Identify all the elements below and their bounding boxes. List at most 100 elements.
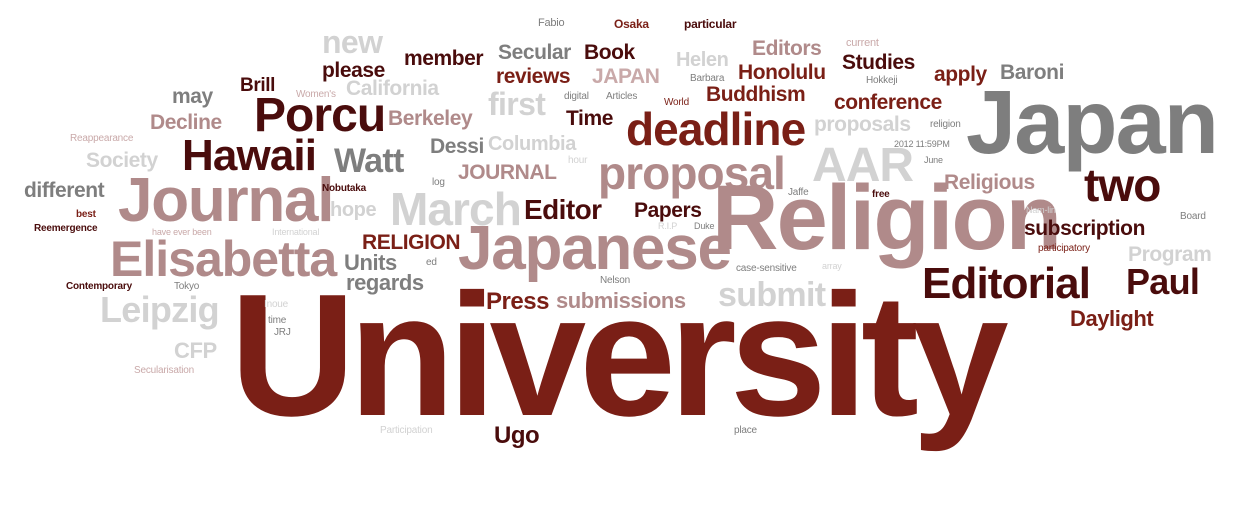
word-leipzig: Leipzig [100,289,220,330]
word-participatory: participatory [1038,243,1090,254]
word-hawaii: Hawaii [182,131,317,180]
word-regards: regards [346,270,424,295]
word-editor: Editor [524,194,602,225]
word-tokyo: Tokyo [174,281,200,292]
word-religious: Religious [944,171,1035,194]
word-international: International [272,227,320,237]
word-buddhism: Buddhism [706,83,806,106]
word-cfp: CFP [174,338,217,363]
word-world: World [664,97,689,108]
word-religion-caps: RELIGION [362,231,461,254]
word-honolulu: Honolulu [738,61,826,84]
word-press: Press [486,288,549,315]
word-first: first [488,86,546,122]
word-rip: R.I.P [658,221,678,231]
word-time-lower: time [268,315,287,326]
word-log: log [432,177,445,188]
word-2012-1159pm: 2012 11:59PM [894,139,950,149]
word-journal-caps: JOURNAL [458,161,557,184]
word-apply: apply [934,63,987,86]
word-papers: Papers [634,199,702,222]
word-current: current [846,37,879,49]
word-university: University [230,257,1009,452]
word-aar: AAR [812,139,914,192]
word-elisabetta: Elisabetta [110,231,337,287]
word-reviews: reviews [496,65,571,88]
word-nam-lin: Nam-lin [1026,205,1056,215]
word-osaka: Osaka [614,17,649,31]
word-jaffe: Jaffe [788,187,809,198]
word-editorial: Editorial [922,259,1091,308]
word-baroni: Baroni [1000,61,1064,84]
word-proposal: proposal [598,147,786,199]
word-reappearance: Reappearance [70,133,134,144]
word-inoue: Inoue [264,299,289,310]
word-paul: Paul [1126,261,1200,302]
word-ed: ed [426,257,437,268]
word-new: new [322,24,383,60]
word-submissions: submissions [556,288,686,313]
word-different: different [24,179,105,202]
word-june: June [924,155,943,165]
word-proposals: proposals [814,113,911,136]
word-journal: Journal [118,166,335,235]
word-california: California [346,77,439,100]
word-japanese: Japanese [458,214,732,283]
word-array: array [822,261,842,271]
word-march: March [390,183,522,235]
word-secularisation: Secularisation [134,365,195,376]
word-editors: Editors [752,37,822,60]
word-subscription: subscription [1024,217,1145,240]
word-decline: Decline [150,111,222,134]
word-jrj: JRJ [274,327,291,338]
word-society: Society [86,149,158,172]
word-japan-caps: JAPAN [592,65,660,88]
word-digital: digital [564,91,589,102]
word-duke: Duke [694,221,715,231]
word-fabio: Fabio [538,17,565,29]
word-conference: conference [834,91,942,114]
word-religion: Religion [712,167,1062,269]
word-berkeley: Berkeley [388,107,473,130]
word-member: member [404,47,484,70]
word-religion-lower: religion [930,119,961,130]
word-helen: Helen [676,49,729,71]
word-units: Units [344,250,397,275]
word-columbia: Columbia [488,133,576,155]
word-particular: particular [684,17,737,31]
word-articles: Articles [606,91,638,102]
word-nobutaka: Nobutaka [322,183,366,194]
word-dessi: Dessi [430,135,484,158]
word-womens: Women's [296,89,336,100]
word-have-ever-been: have ever been [152,227,212,237]
word-please: please [322,59,385,82]
word-program: Program [1128,243,1212,266]
word-barbara: Barbara [690,73,725,84]
word-secular: Secular [498,41,571,64]
word-deadline: deadline [626,103,806,155]
word-hokkeji: Hokkeji [866,75,898,86]
word-contemporary: Contemporary [66,281,132,292]
word-board: Board [1180,211,1206,222]
word-submit: submit [718,276,826,314]
word-participation: Participation [380,425,433,436]
word-hour: hour [568,155,588,166]
word-case-sensitive: case-sensitive [736,263,797,274]
word-two: two [1084,159,1161,211]
word-may: may [172,85,213,108]
word-book: Book [584,41,635,64]
word-free: free [872,189,890,200]
word-best: best [76,209,96,220]
word-brill: Brill [240,75,276,96]
word-place: place [734,425,757,436]
word-porcu: Porcu [254,89,386,142]
word-hope: hope [330,199,377,221]
word-time: Time [566,107,613,130]
word-ugo: Ugo [494,422,540,449]
word-nelson: Nelson [600,275,630,286]
word-watt: Watt [334,142,404,180]
word-reemergence: Reemergence [34,223,98,234]
word-japan: Japan [966,73,1219,173]
word-daylight: Daylight [1070,306,1154,331]
